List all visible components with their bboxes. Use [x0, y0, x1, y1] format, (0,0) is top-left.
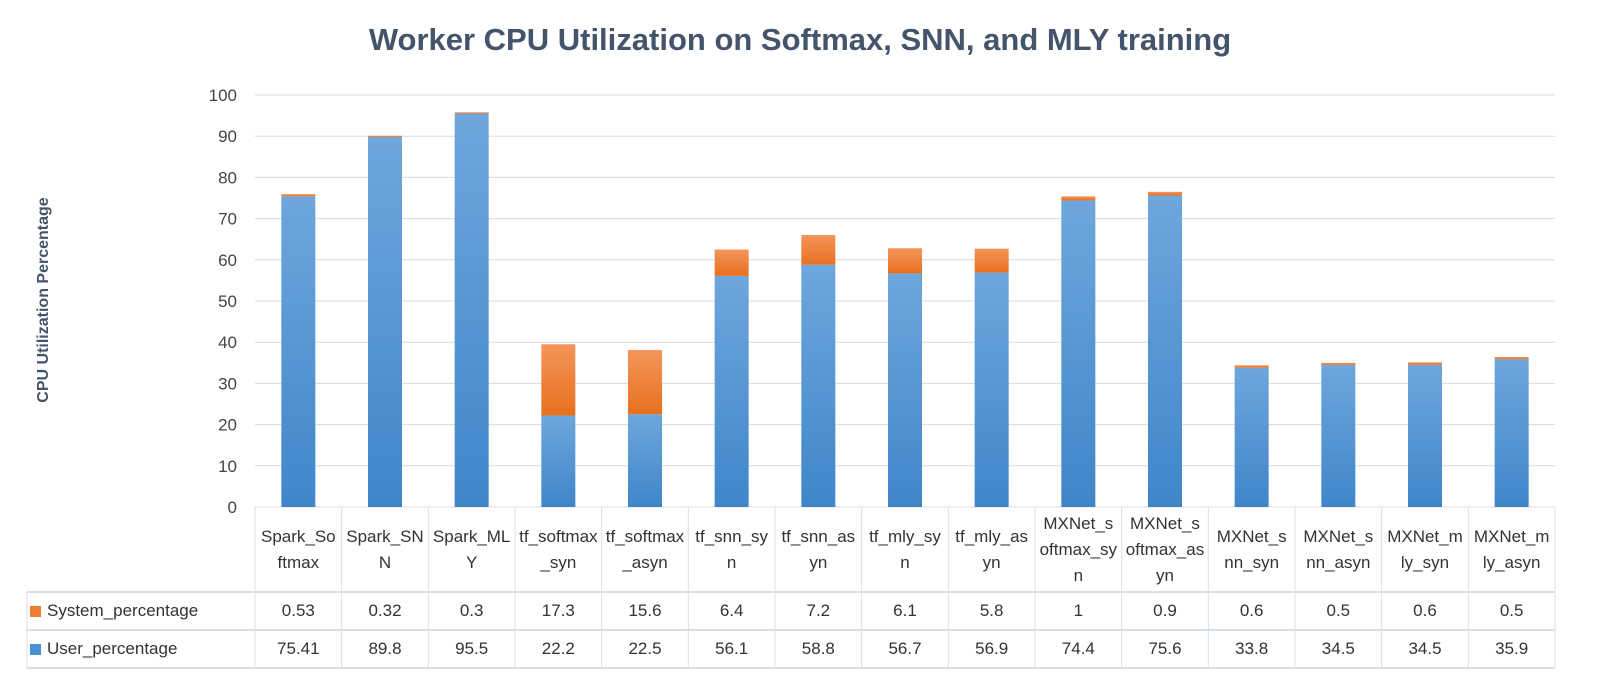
bar-system-percentage — [1321, 362, 1356, 365]
x-category-label: MXNet_mly_syn — [1387, 526, 1463, 572]
y-tick-label: 80 — [218, 168, 237, 187]
data-label: 0.32 — [368, 601, 402, 620]
data-label: 34.5 — [1408, 639, 1442, 658]
x-category-label: MXNet_snn_syn — [1216, 526, 1287, 572]
data-label: 58.8 — [801, 639, 835, 658]
bar-user-percentage — [1234, 367, 1269, 507]
x-category-label: MXNet_softmax_syn — [1039, 513, 1118, 585]
y-tick-label: 30 — [218, 374, 237, 393]
data-label: 0.3 — [459, 601, 484, 620]
legend-swatch — [30, 643, 41, 655]
data-label: 1 — [1073, 601, 1084, 620]
bar-user-percentage — [454, 113, 489, 507]
bar-user-percentage — [714, 275, 749, 507]
data-label: 22.2 — [541, 639, 575, 658]
legend-text: System_percentage — [47, 601, 199, 620]
bar-user-percentage — [628, 414, 662, 507]
y-tick-label: 90 — [218, 127, 237, 146]
bar-user-percentage — [888, 273, 922, 507]
y-tick-label: 100 — [209, 86, 237, 105]
x-category-label: tf_snn_syn — [695, 526, 769, 572]
x-category-label: MXNet_mly_asyn — [1473, 526, 1550, 572]
data-label: 17.3 — [541, 601, 575, 620]
bar-system-percentage — [714, 249, 749, 276]
bar-user-percentage — [1148, 195, 1182, 507]
x-category-label: MXNet_snn_asyn — [1303, 526, 1374, 572]
data-label: 15.6 — [628, 601, 662, 620]
bar-system-percentage — [1148, 191, 1182, 196]
legend-swatch — [30, 605, 41, 617]
x-category-label: tf_snn_asyn — [781, 526, 856, 572]
x-category-label: tf_softmax_asyn — [605, 526, 685, 572]
bar-system-percentage — [1494, 357, 1529, 360]
data-label: 56.7 — [888, 639, 922, 658]
data-label: 6.4 — [719, 601, 744, 620]
bar-user-percentage — [541, 415, 576, 507]
bar-user-percentage — [1494, 359, 1529, 507]
x-category-label: MXNet_softmax_asyn — [1125, 513, 1205, 585]
data-label: 22.5 — [628, 639, 662, 658]
bar-user-percentage — [801, 264, 836, 507]
data-label: 35.9 — [1495, 639, 1529, 658]
bar-user-percentage — [368, 137, 402, 508]
data-label: 75.6 — [1148, 639, 1182, 658]
bar-system-percentage — [281, 194, 316, 197]
data-label: 56.9 — [975, 639, 1009, 658]
data-label: 0.5 — [1326, 601, 1351, 620]
y-tick-label: 70 — [218, 210, 237, 229]
data-label: 89.8 — [368, 639, 402, 658]
data-label: 7.2 — [806, 601, 831, 620]
data-label: 0.9 — [1153, 601, 1177, 620]
chart-title: Worker CPU Utilization on Softmax, SNN, … — [368, 22, 1232, 57]
data-label: 75.41 — [277, 639, 320, 658]
data-label: 6.1 — [893, 601, 917, 620]
x-category-label: Spark_SNN — [346, 526, 424, 572]
y-tick-label: 0 — [228, 498, 237, 517]
bar-system-percentage — [1234, 365, 1269, 368]
bar-user-percentage — [1408, 364, 1442, 507]
data-label: 34.5 — [1321, 639, 1355, 658]
bar-system-percentage — [1408, 362, 1442, 365]
bar-user-percentage — [281, 196, 316, 508]
bar-user-percentage — [974, 272, 1009, 507]
data-label: 74.4 — [1061, 639, 1095, 658]
data-label: 33.8 — [1235, 639, 1269, 658]
data-label: 56.1 — [715, 639, 749, 658]
y-tick-label: 50 — [218, 292, 237, 311]
data-label: 95.5 — [455, 639, 489, 658]
data-label: 0.5 — [1499, 601, 1524, 620]
bar-user-percentage — [1061, 200, 1096, 508]
bar-system-percentage — [888, 248, 922, 274]
bar-system-percentage — [1061, 196, 1096, 201]
legend-text: User_percentage — [47, 639, 178, 658]
bar-system-percentage — [801, 235, 836, 265]
x-category-label: tf_softmax_syn — [519, 526, 598, 572]
bar-system-percentage — [541, 344, 576, 416]
x-category-label: Spark_Softmax — [260, 526, 336, 572]
y-tick-label: 40 — [218, 333, 237, 352]
x-category-label: tf_mly_syn — [869, 526, 941, 572]
bar-user-percentage — [1321, 364, 1356, 507]
bar-system-percentage — [974, 248, 1009, 273]
data-label: 5.8 — [979, 601, 1004, 620]
data-label: 0.6 — [1239, 601, 1264, 620]
bar-system-percentage — [628, 350, 662, 415]
x-category-label: tf_mly_asyn — [955, 526, 1029, 572]
y-tick-label: 20 — [218, 416, 237, 435]
legend-row-label: User_percentage — [30, 630, 177, 668]
x-category-label: Spark_MLY — [432, 526, 511, 572]
y-tick-label: 60 — [218, 251, 237, 270]
bar-system-percentage — [368, 135, 402, 138]
legend-row-label: System_percentage — [30, 592, 198, 630]
bar-system-percentage — [454, 112, 489, 114]
data-label: 0.6 — [1413, 601, 1437, 620]
y-tick-label: 10 — [218, 457, 237, 476]
data-label: 0.53 — [281, 601, 315, 620]
